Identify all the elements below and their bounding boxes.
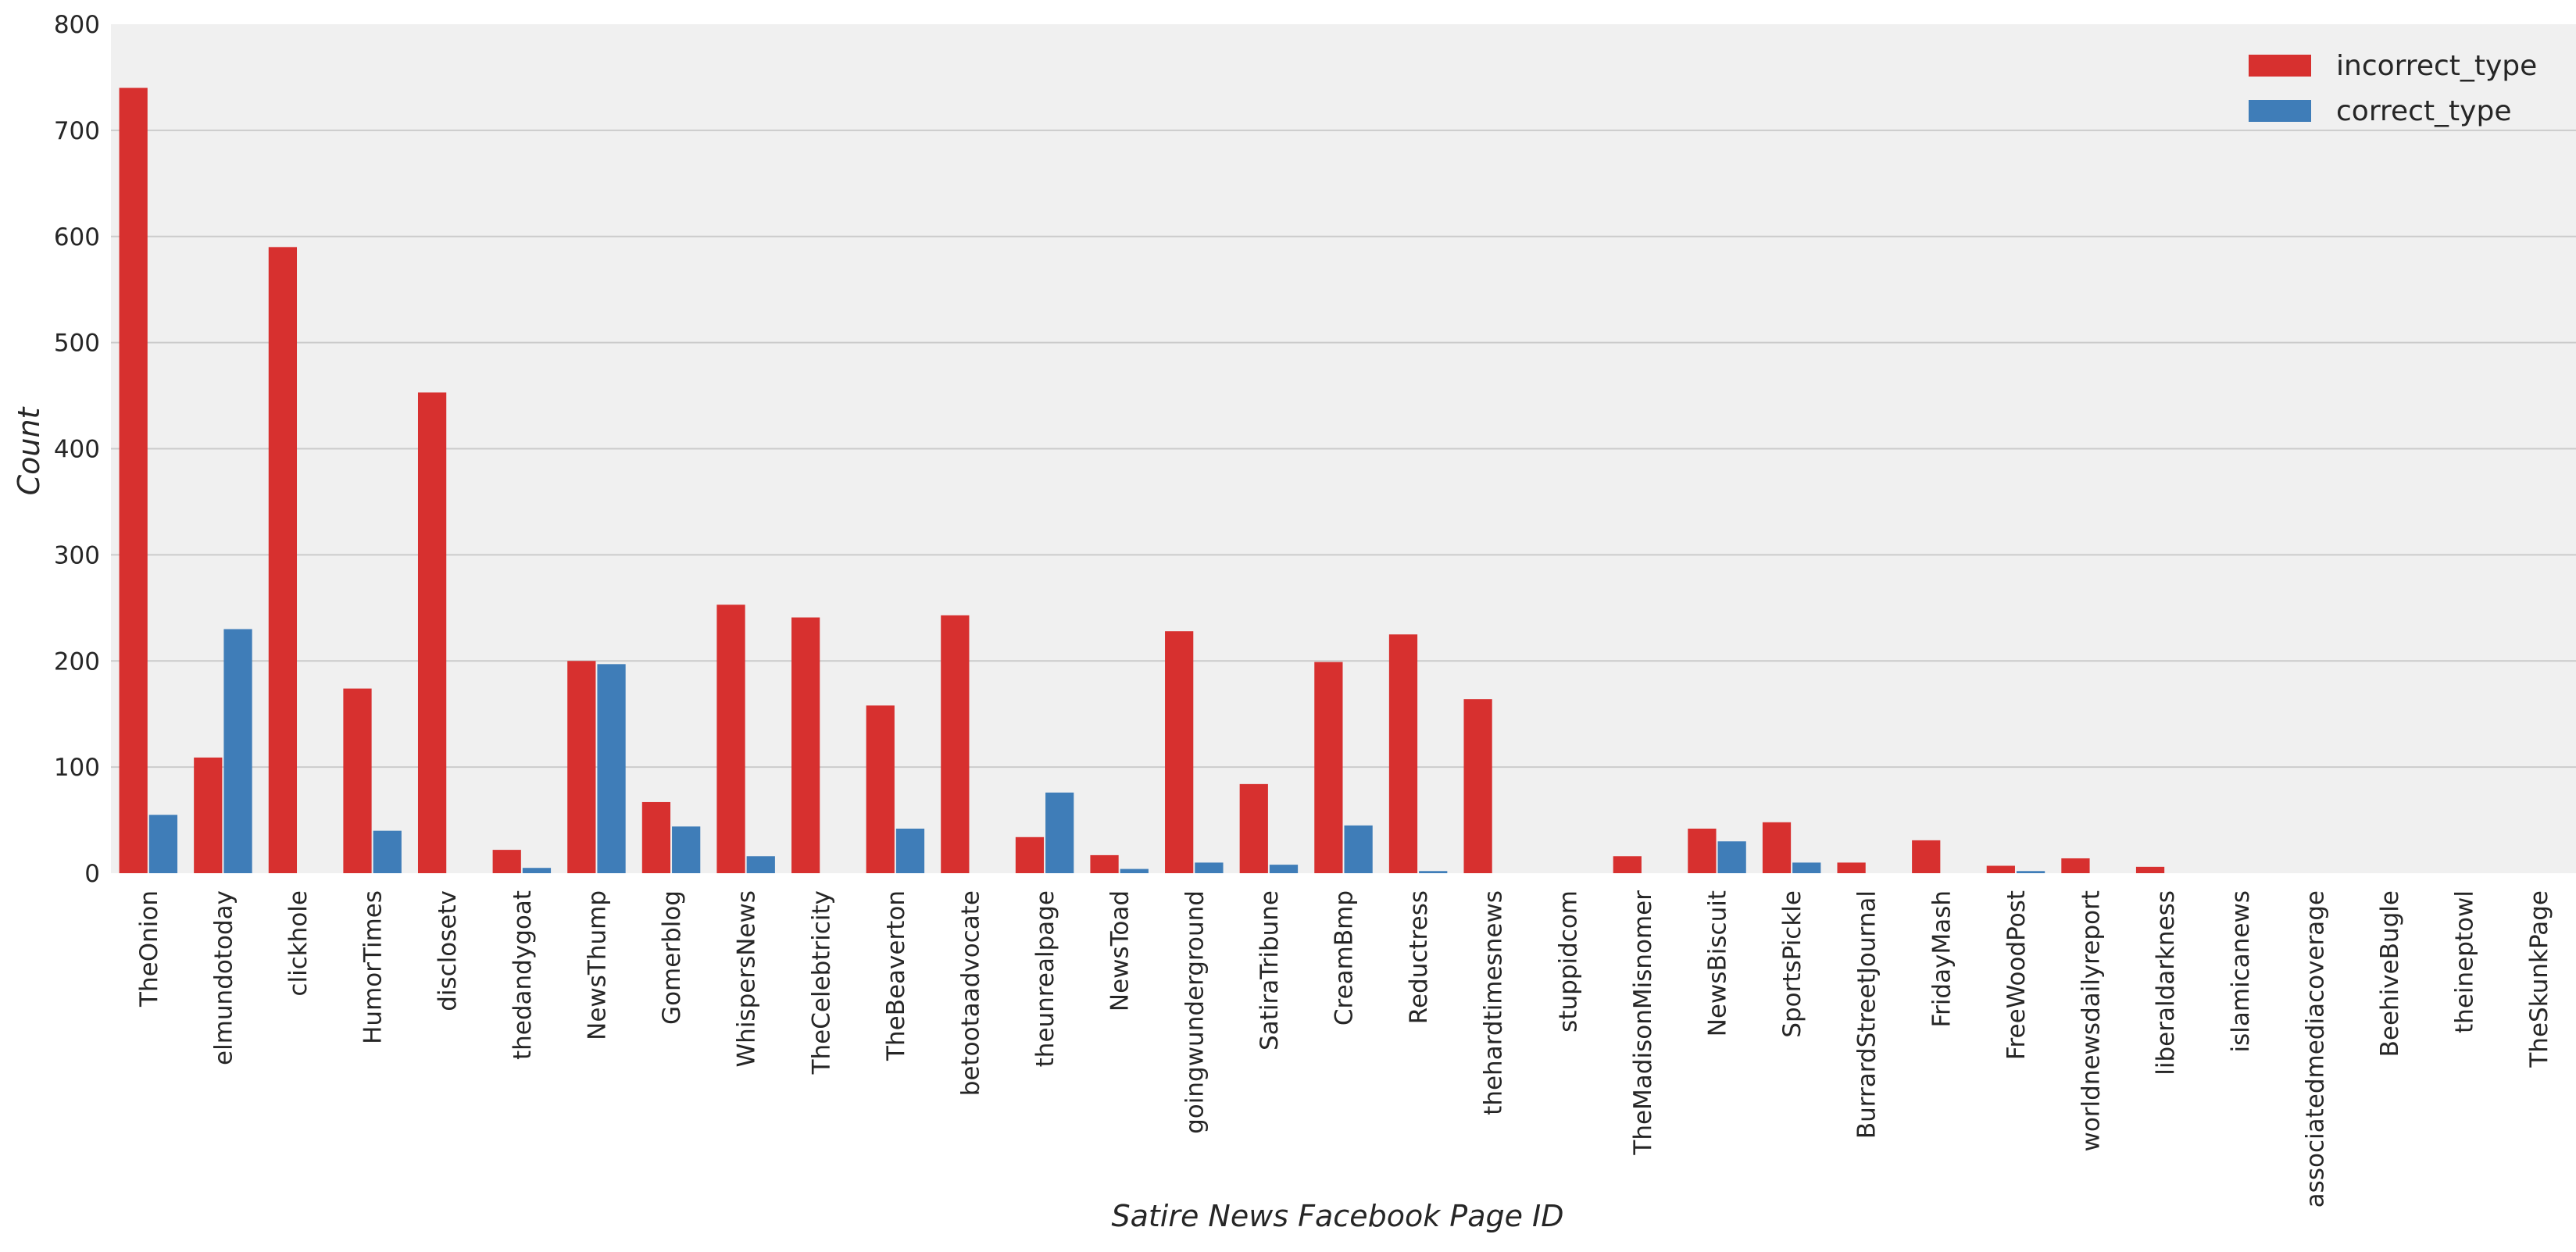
- bar-correct_type-Gomerblog: [672, 826, 701, 873]
- y-tick-label: 400: [54, 436, 100, 464]
- x-tick-label: SportsPickle: [1778, 890, 1806, 1038]
- x-tick-label: CreamBmp: [1331, 890, 1359, 1025]
- bar-correct_type-thedandygoat: [522, 868, 552, 873]
- bar-correct_type-Reductress: [1419, 871, 1448, 873]
- y-tick-label: 300: [54, 541, 100, 569]
- x-tick-label: SatiraTribune: [1256, 890, 1284, 1050]
- bar-incorrect_type-TheMadisonMisnomer: [1613, 856, 1642, 873]
- bar-incorrect_type-CreamBmp: [1314, 662, 1343, 873]
- bar-correct_type-HumorTimes: [373, 830, 402, 873]
- bar-correct_type-elmundotoday: [223, 629, 252, 873]
- y-tick-label: 200: [54, 647, 100, 676]
- x-tick-label: clickhole: [284, 890, 313, 997]
- x-tick-label: FridayMash: [1928, 890, 1956, 1028]
- x-tick-label: goingwunderground: [1181, 890, 1209, 1134]
- bar-incorrect_type-TheCelebtricity: [791, 617, 820, 873]
- bar-incorrect_type-HumorTimes: [343, 688, 372, 873]
- x-tick-label: FreeWoodPost: [2003, 890, 2031, 1060]
- x-tick-label: theunrealpage: [1031, 890, 1059, 1067]
- y-axis-label: Count: [12, 405, 46, 495]
- x-tick-label: theineptowl: [2451, 890, 2479, 1033]
- x-tick-label: TheMadisonMisnomer: [1629, 890, 1657, 1156]
- x-tick-label: TheOnion: [135, 890, 163, 1008]
- x-tick-label: Reductress: [1405, 890, 1433, 1024]
- legend-label-incorrect_type: incorrect_type: [2336, 50, 2537, 82]
- x-tick-label: WhispersNews: [733, 890, 761, 1067]
- bar-incorrect_type-Gomerblog: [641, 801, 671, 873]
- bar-incorrect_type-SatiraTribune: [1239, 783, 1268, 873]
- x-tick-label: BeehiveBugle: [2376, 890, 2404, 1057]
- x-tick-label: NewsThump: [583, 890, 611, 1040]
- bar-correct_type-TheOnion: [148, 815, 178, 873]
- gridlines: [111, 129, 2576, 769]
- bar-correct_type-NewsBiscuit: [1717, 841, 1746, 873]
- bar-incorrect_type-goingwunderground: [1165, 631, 1194, 873]
- bar-correct_type-NewsThump: [597, 664, 626, 873]
- x-axis-label: Satire News Facebook Page ID: [1111, 1199, 1563, 1233]
- x-tick-label: HumorTimes: [359, 890, 388, 1044]
- x-tick-label: thedandygoat: [509, 890, 537, 1060]
- x-tick-label: stuppidcom: [1554, 890, 1582, 1033]
- bar-incorrect_type-SportsPickle: [1762, 822, 1792, 873]
- x-tick-label: NewsToad: [1106, 890, 1134, 1011]
- legend-swatch-incorrect_type: [2249, 55, 2311, 77]
- bar-incorrect_type-NewsThump: [567, 661, 596, 873]
- y-tick-label: 700: [54, 117, 100, 145]
- bar-incorrect_type-thedandygoat: [492, 850, 521, 873]
- bar-incorrect_type-NewsToad: [1090, 854, 1119, 873]
- bar-incorrect_type-disclosetv: [417, 392, 447, 874]
- y-tick-label: 100: [54, 754, 100, 782]
- bar-incorrect_type-NewsBiscuit: [1688, 828, 1717, 873]
- x-tick-label: NewsBiscuit: [1704, 890, 1732, 1036]
- x-tick-label: islamicanews: [2227, 890, 2255, 1052]
- bar-correct_type-goingwunderground: [1195, 862, 1224, 873]
- bar-incorrect_type-Reductress: [1388, 634, 1418, 873]
- bar-correct_type-SportsPickle: [1792, 862, 1821, 873]
- bar-incorrect_type-elmundotoday: [194, 757, 223, 873]
- y-tick-label: 800: [54, 11, 100, 39]
- x-tick-label: BurrardStreetJournal: [1853, 890, 1881, 1139]
- bar-incorrect_type-thehardtimesnews: [1463, 699, 1492, 873]
- bar-correct_type-TheBeaverton: [895, 828, 925, 873]
- x-tick-label: betootaadvocate: [956, 890, 984, 1096]
- bar-incorrect_type-BurrardStreetJournal: [1837, 862, 1866, 873]
- bar-incorrect_type-worldnewsdailyreport: [2061, 858, 2090, 873]
- bars: [119, 87, 2165, 874]
- x-tick-label: Gomerblog: [658, 890, 686, 1025]
- bar-incorrect_type-TheBeaverton: [866, 705, 895, 873]
- y-tick-labels: 0 100 200 300 400 500 600 700 800: [54, 11, 100, 888]
- bar-correct_type-theunrealpage: [1045, 792, 1074, 873]
- bar-incorrect_type-TheOnion: [119, 87, 148, 873]
- bar-incorrect_type-FreeWoodPost: [1986, 865, 2015, 873]
- x-tick-label: TheBeaverton: [882, 890, 910, 1061]
- bar-incorrect_type-theunrealpage: [1015, 836, 1045, 873]
- y-tick-label: 500: [54, 330, 100, 358]
- legend-swatch-correct_type: [2249, 100, 2311, 122]
- bar-correct_type-FreeWoodPost: [2016, 871, 2045, 873]
- bar-incorrect_type-liberaldarkness: [2135, 866, 2165, 873]
- x-tick-label: worldnewsdailyreport: [2078, 890, 2106, 1152]
- bar-incorrect_type-WhispersNews: [716, 605, 745, 873]
- bar-incorrect_type-FridayMash: [1912, 840, 1941, 873]
- legend: incorrect_type correct_type: [2249, 50, 2537, 127]
- bar-correct_type-CreamBmp: [1344, 825, 1373, 873]
- x-tick-label: elmundotoday: [209, 890, 238, 1065]
- x-tick-labels: TheOnion elmundotoday clickhole HumorTimes d…: [135, 890, 2553, 1208]
- x-tick-label: TheSkunkPage: [2525, 890, 2553, 1068]
- y-tick-label: 0: [84, 860, 100, 888]
- legend-label-correct_type: correct_type: [2336, 95, 2511, 127]
- bar-incorrect_type-clickhole: [268, 247, 298, 873]
- x-tick-label: thehardtimesnews: [1480, 890, 1508, 1115]
- x-tick-label: TheCelebtricity: [807, 890, 835, 1075]
- bar-incorrect_type-betootaadvocate: [941, 615, 970, 873]
- bar-correct_type-SatiraTribune: [1269, 865, 1299, 873]
- bar-correct_type-NewsToad: [1120, 869, 1149, 873]
- y-tick-label: 600: [54, 223, 100, 251]
- x-tick-label: liberaldarkness: [2152, 890, 2180, 1075]
- x-tick-label: disclosetv: [434, 890, 462, 1011]
- bar-correct_type-WhispersNews: [746, 856, 775, 873]
- x-tick-label: associatedmediacoverage: [2301, 890, 2329, 1207]
